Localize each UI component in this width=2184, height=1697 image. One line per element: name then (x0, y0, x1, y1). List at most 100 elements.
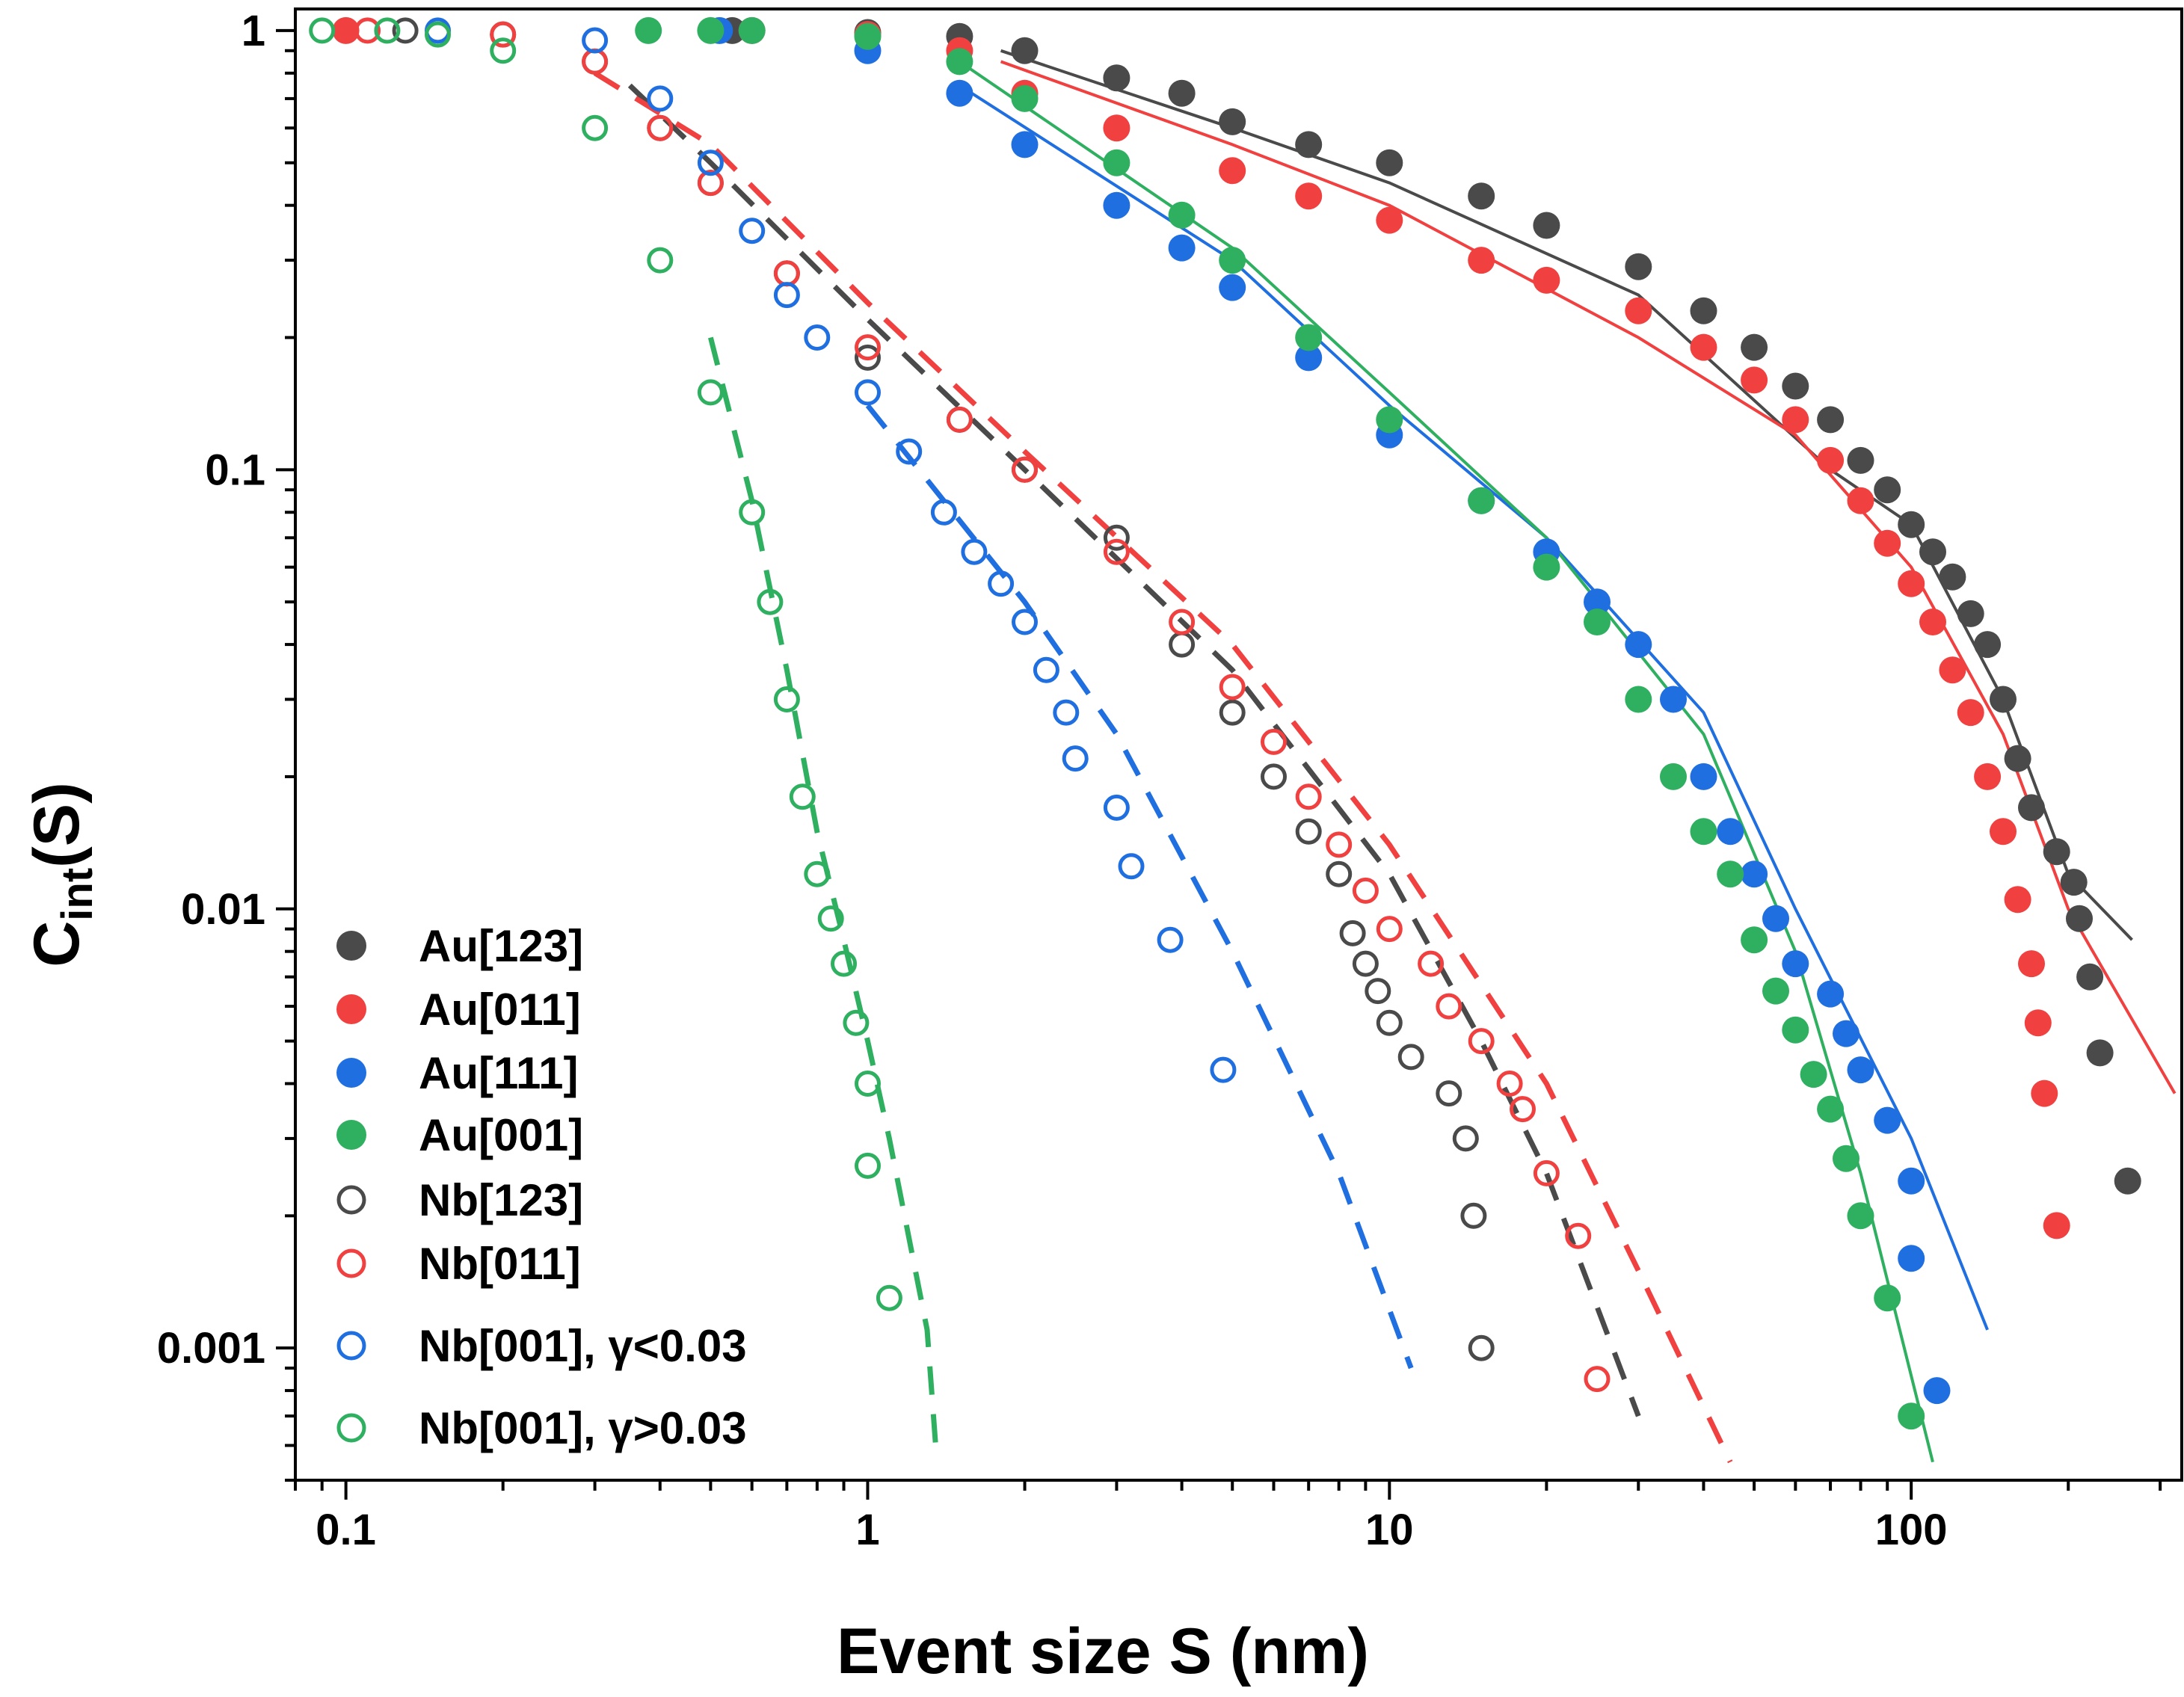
data-point (635, 16, 662, 44)
data-point (1817, 980, 1845, 1008)
data-point (1352, 950, 1379, 977)
data-point (1974, 763, 2002, 790)
data-point (2060, 869, 2088, 896)
data-point (1053, 699, 1080, 726)
data-point (1957, 600, 1984, 627)
y-tick-label: 1 (242, 7, 265, 55)
data-point (2076, 963, 2104, 991)
data-point (1219, 274, 1246, 301)
data-point (1874, 1284, 1901, 1312)
data-point (1625, 253, 1652, 280)
data-point (1625, 297, 1652, 324)
data-point (1033, 656, 1059, 683)
data-point (1800, 1061, 1827, 1088)
data-point (1261, 728, 1287, 755)
fit-curves (593, 49, 2177, 1464)
data-point (1510, 1096, 1536, 1123)
data-point (1062, 745, 1089, 772)
data-point (374, 17, 401, 44)
data-point (773, 260, 800, 287)
data-point (697, 379, 724, 406)
data-point (789, 783, 816, 810)
data-point (1468, 1028, 1495, 1055)
data-point (855, 1071, 881, 1097)
legend-marker (336, 1413, 366, 1443)
data-point (831, 950, 857, 977)
data-point (1295, 324, 1323, 351)
data-point (1460, 1202, 1487, 1229)
data-point (647, 85, 674, 112)
data-point (1397, 1044, 1424, 1071)
data-point (876, 1284, 902, 1311)
data-point (855, 379, 881, 406)
data-point (1690, 763, 1717, 790)
data-point (490, 21, 517, 48)
data-point (1168, 234, 1196, 262)
data-point (332, 16, 360, 44)
data-point (490, 37, 517, 64)
legend-label: Nb[001], γ<0.03 (419, 1321, 747, 1371)
data-point (946, 48, 973, 76)
data-point (1717, 818, 1744, 846)
data-point (773, 686, 800, 712)
data-point (1012, 456, 1038, 483)
data-point (1833, 1020, 1860, 1047)
data-points (309, 16, 2141, 1430)
data-point (1660, 763, 1687, 790)
plot-frame (294, 7, 2183, 1482)
legend-marker (336, 1331, 366, 1361)
data-point (1418, 950, 1445, 977)
data-point (1939, 563, 1966, 591)
data-point (1717, 860, 1744, 888)
data-point (1898, 1245, 1925, 1272)
legend-label: Au[111] (419, 1048, 578, 1098)
data-point (1376, 206, 1403, 234)
data-point (1690, 818, 1717, 846)
data-point (1352, 877, 1379, 904)
data-point (1625, 631, 1652, 659)
data-point (1468, 247, 1495, 274)
y-axis-label-subscript: int (53, 868, 102, 921)
data-point (1452, 1125, 1479, 1152)
data-point (1584, 588, 1611, 616)
data-point (2086, 1039, 2114, 1067)
data-point (1436, 1080, 1462, 1107)
data-point (1118, 853, 1145, 880)
data-point (1295, 131, 1323, 158)
data-point (1898, 1402, 1925, 1430)
axis-ticks: 0.1 1 10 100 1 0.1 0.01 0.001 (157, 7, 2162, 1554)
data-point (647, 247, 674, 274)
data-point (1295, 818, 1322, 845)
fit-curve-4 (627, 83, 1641, 1417)
data-point (1782, 950, 1809, 978)
data-point (773, 282, 800, 309)
y-axis-label-suffix: (S) (21, 782, 93, 868)
data-point (1584, 609, 1611, 635)
legend-label: Nb[011] (419, 1239, 581, 1289)
data-point (1376, 1009, 1403, 1036)
y-axis-label: Cint(S) (21, 782, 102, 967)
data-point (1468, 182, 1495, 210)
x-axis-label: Event size S (nm) (837, 1616, 1369, 1687)
data-point (1376, 406, 1403, 434)
data-point (855, 344, 881, 371)
data-point (1690, 333, 1717, 361)
data-point (1625, 686, 1652, 713)
data-point (2018, 794, 2045, 822)
data-point (804, 324, 831, 351)
data-point (1103, 524, 1130, 551)
data-point (1660, 686, 1687, 713)
data-point (2114, 1167, 2141, 1195)
data-point (1103, 149, 1131, 176)
legend-label: Nb[123] (419, 1175, 583, 1225)
data-point (354, 17, 381, 44)
legend: Au[123] Au[011] Au[111] Au[001] Nb[123] Nb[01… (336, 921, 747, 1453)
data-point (1103, 794, 1130, 821)
data-point (961, 538, 988, 565)
data-point (1295, 783, 1322, 810)
legend-marker (336, 1248, 366, 1278)
legend-label: Nb[001], γ>0.03 (419, 1403, 747, 1453)
data-point (1817, 446, 1845, 474)
x-tick-label: 100 (1875, 1506, 1948, 1554)
data-point (1295, 182, 1323, 210)
